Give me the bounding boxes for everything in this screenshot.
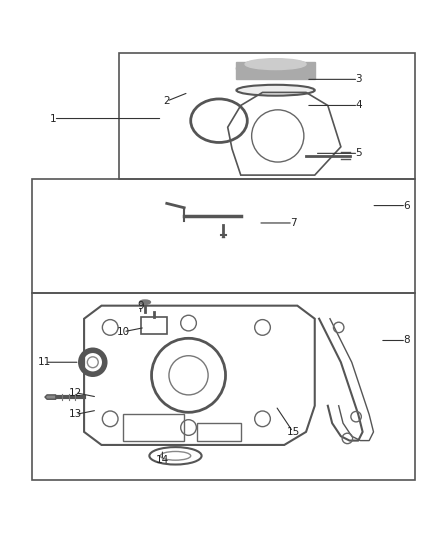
Bar — [141, 317, 167, 334]
Text: 15: 15 — [286, 427, 300, 437]
Bar — [197, 423, 241, 441]
Text: 12: 12 — [69, 387, 82, 398]
Text: 9: 9 — [138, 301, 144, 311]
Ellipse shape — [237, 60, 315, 77]
Text: 6: 6 — [403, 200, 410, 211]
Polygon shape — [45, 395, 56, 399]
Text: 3: 3 — [355, 75, 362, 84]
Ellipse shape — [245, 59, 306, 70]
Text: 13: 13 — [69, 409, 82, 419]
Text: 4: 4 — [355, 100, 362, 110]
Ellipse shape — [140, 300, 150, 304]
Text: 1: 1 — [50, 114, 57, 124]
Text: 7: 7 — [290, 218, 296, 228]
Text: 11: 11 — [38, 357, 52, 367]
Text: 8: 8 — [403, 335, 410, 345]
Bar — [123, 415, 184, 441]
Text: 5: 5 — [355, 148, 362, 158]
Bar — [237, 62, 315, 79]
Text: 10: 10 — [117, 327, 130, 337]
Text: 14: 14 — [156, 455, 169, 465]
Ellipse shape — [237, 85, 315, 96]
Ellipse shape — [87, 357, 98, 368]
Text: 2: 2 — [163, 96, 170, 106]
